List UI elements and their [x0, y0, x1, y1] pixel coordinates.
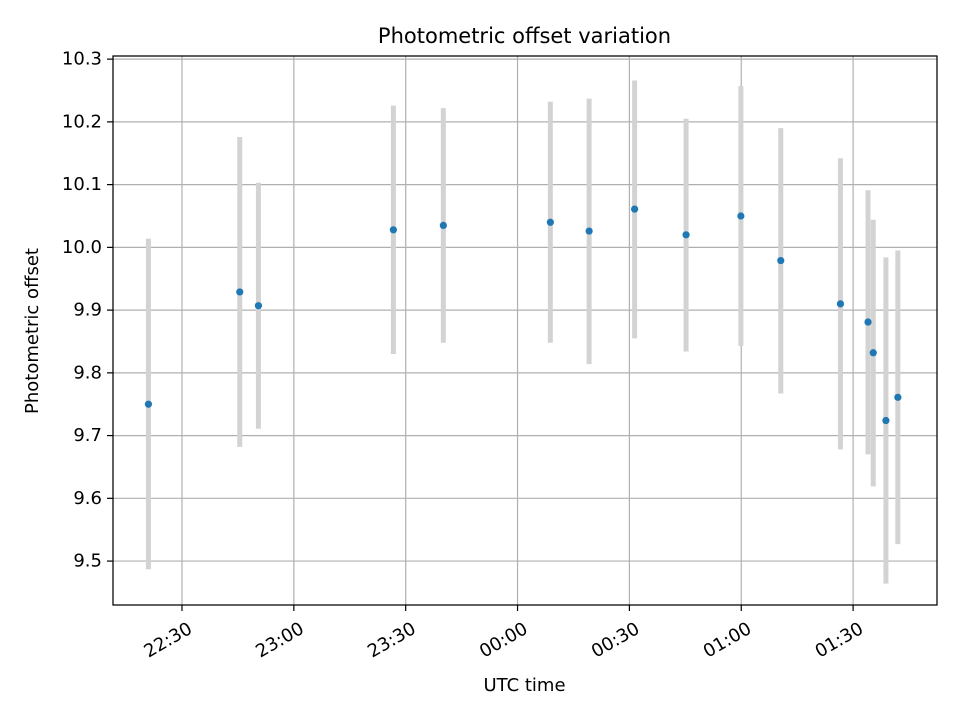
data-point: [777, 256, 785, 265]
chart-title: Photometric offset variation: [378, 24, 671, 48]
data-point: [144, 400, 153, 408]
data-point: [836, 300, 845, 308]
x-axis-label: UTC time: [483, 675, 565, 696]
y-tick-label: 9.6: [73, 488, 102, 509]
y-tick-label: 10.3: [62, 49, 102, 70]
data-point: [864, 318, 872, 326]
y-tick-label: 10.2: [62, 111, 102, 132]
data-point: [894, 393, 902, 401]
axes-frame: [112, 55, 938, 606]
y-tick-label: 9.9: [73, 300, 102, 321]
y-tick-label: 10.1: [62, 174, 102, 195]
data-point: [869, 349, 877, 357]
data-point: [389, 226, 397, 234]
y-tick-label: 10.0: [62, 237, 102, 258]
data-point: [631, 205, 639, 213]
point-layer: [144, 205, 902, 425]
y-tick-label: 9.5: [73, 551, 102, 572]
data-point: [439, 221, 447, 230]
data-point: [682, 231, 690, 239]
data-point: [737, 212, 745, 220]
data-point: [585, 227, 593, 235]
y-tick-label: 9.8: [73, 362, 102, 383]
data-point: [546, 218, 554, 226]
data-point: [236, 288, 244, 296]
data-point: [254, 302, 263, 310]
y-tick-label: 9.7: [73, 425, 102, 446]
data-point: [882, 416, 890, 425]
y-axis-label: Photometric offset: [22, 248, 43, 414]
